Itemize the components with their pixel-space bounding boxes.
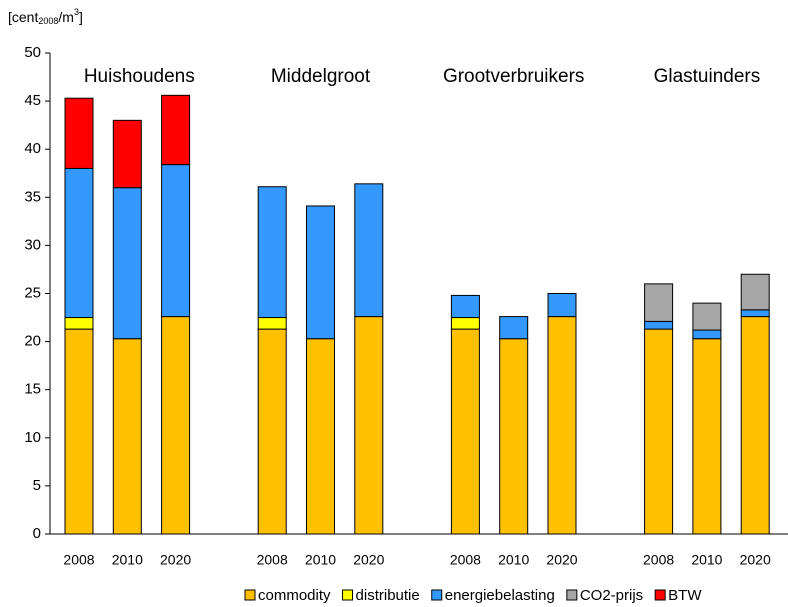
x-tick-label: 2008 bbox=[450, 552, 481, 568]
bar-segment bbox=[354, 183, 384, 318]
bar-segment bbox=[257, 186, 287, 319]
legend-label: commodity bbox=[258, 587, 331, 604]
x-tick-label: 2010 bbox=[498, 552, 529, 568]
y-tick-label: 35 bbox=[24, 188, 41, 205]
x-tick-label: 2020 bbox=[160, 552, 191, 568]
y-tick-label: 45 bbox=[24, 92, 41, 109]
bar-segment bbox=[64, 317, 94, 330]
x-tick-label: 2010 bbox=[112, 552, 143, 568]
x-tick-label: 2020 bbox=[740, 552, 771, 568]
bar-segment bbox=[740, 309, 770, 318]
bar-segment bbox=[740, 316, 770, 535]
bar-segment bbox=[450, 317, 480, 330]
bar-segment bbox=[644, 320, 674, 330]
bar-segment bbox=[306, 338, 335, 535]
group-label: Huishoudens bbox=[84, 66, 195, 87]
bar-segment bbox=[161, 316, 191, 535]
bar-segment bbox=[450, 328, 480, 535]
bar-segment bbox=[306, 205, 335, 340]
legend-label: energiebelasting bbox=[445, 587, 555, 604]
bar-segment bbox=[161, 164, 191, 318]
bar-segment bbox=[257, 328, 287, 535]
group-label: Middelgroot bbox=[271, 66, 371, 87]
bar-segment bbox=[692, 329, 722, 340]
legend-label: CO2-prijs bbox=[580, 587, 643, 604]
y-tick-label: 40 bbox=[24, 140, 41, 157]
x-tick-label: 2020 bbox=[353, 552, 384, 568]
legend-label: BTW bbox=[668, 587, 702, 604]
bar-segment bbox=[257, 317, 287, 330]
bar-segment bbox=[64, 97, 94, 169]
bar-segment bbox=[547, 316, 577, 535]
y-tick-label: 5 bbox=[33, 477, 41, 494]
legend-label: distributie bbox=[356, 587, 420, 604]
x-tick-label: 2010 bbox=[305, 552, 336, 568]
y-tick-label: 10 bbox=[24, 429, 41, 446]
x-tick-label: 2008 bbox=[257, 552, 288, 568]
y-tick-label: 30 bbox=[24, 236, 41, 253]
legend-swatch bbox=[342, 589, 354, 601]
x-tick-label: 2010 bbox=[691, 552, 722, 568]
bar-segment bbox=[644, 328, 674, 535]
bar-segment bbox=[64, 328, 94, 535]
bar-segment bbox=[161, 94, 191, 166]
x-tick-label: 2008 bbox=[643, 552, 674, 568]
y-tick-label: 20 bbox=[24, 333, 41, 350]
bar-segment bbox=[499, 338, 529, 535]
bar-segment bbox=[692, 338, 722, 535]
bar-segment bbox=[64, 167, 94, 319]
y-tick-label: 15 bbox=[24, 381, 41, 398]
legend-swatch bbox=[654, 589, 666, 601]
x-tick-label: 2020 bbox=[546, 552, 577, 568]
group-label: Grootverbruikers bbox=[443, 66, 585, 87]
bar-segment bbox=[354, 316, 384, 535]
y-tick-label: 25 bbox=[24, 284, 41, 301]
bar-segment bbox=[547, 293, 577, 318]
bar-segment bbox=[112, 187, 142, 340]
legend-swatch bbox=[431, 589, 443, 601]
bar-segment bbox=[450, 294, 480, 319]
bar-segment bbox=[692, 302, 722, 331]
y-tick-label: 50 bbox=[24, 44, 41, 61]
bar-segment bbox=[499, 316, 529, 340]
group-label: Glastuinders bbox=[654, 66, 761, 87]
bar-segment bbox=[112, 338, 142, 535]
bar-segment bbox=[644, 283, 674, 322]
legend-swatch bbox=[566, 589, 578, 601]
bar-segment bbox=[740, 273, 770, 311]
x-tick-label: 2008 bbox=[63, 552, 94, 568]
y-tick-label: 0 bbox=[33, 525, 41, 542]
y-axis-label: [cent2008/m3] bbox=[8, 7, 83, 26]
bar-segment bbox=[112, 119, 142, 189]
legend-swatch bbox=[244, 589, 256, 601]
